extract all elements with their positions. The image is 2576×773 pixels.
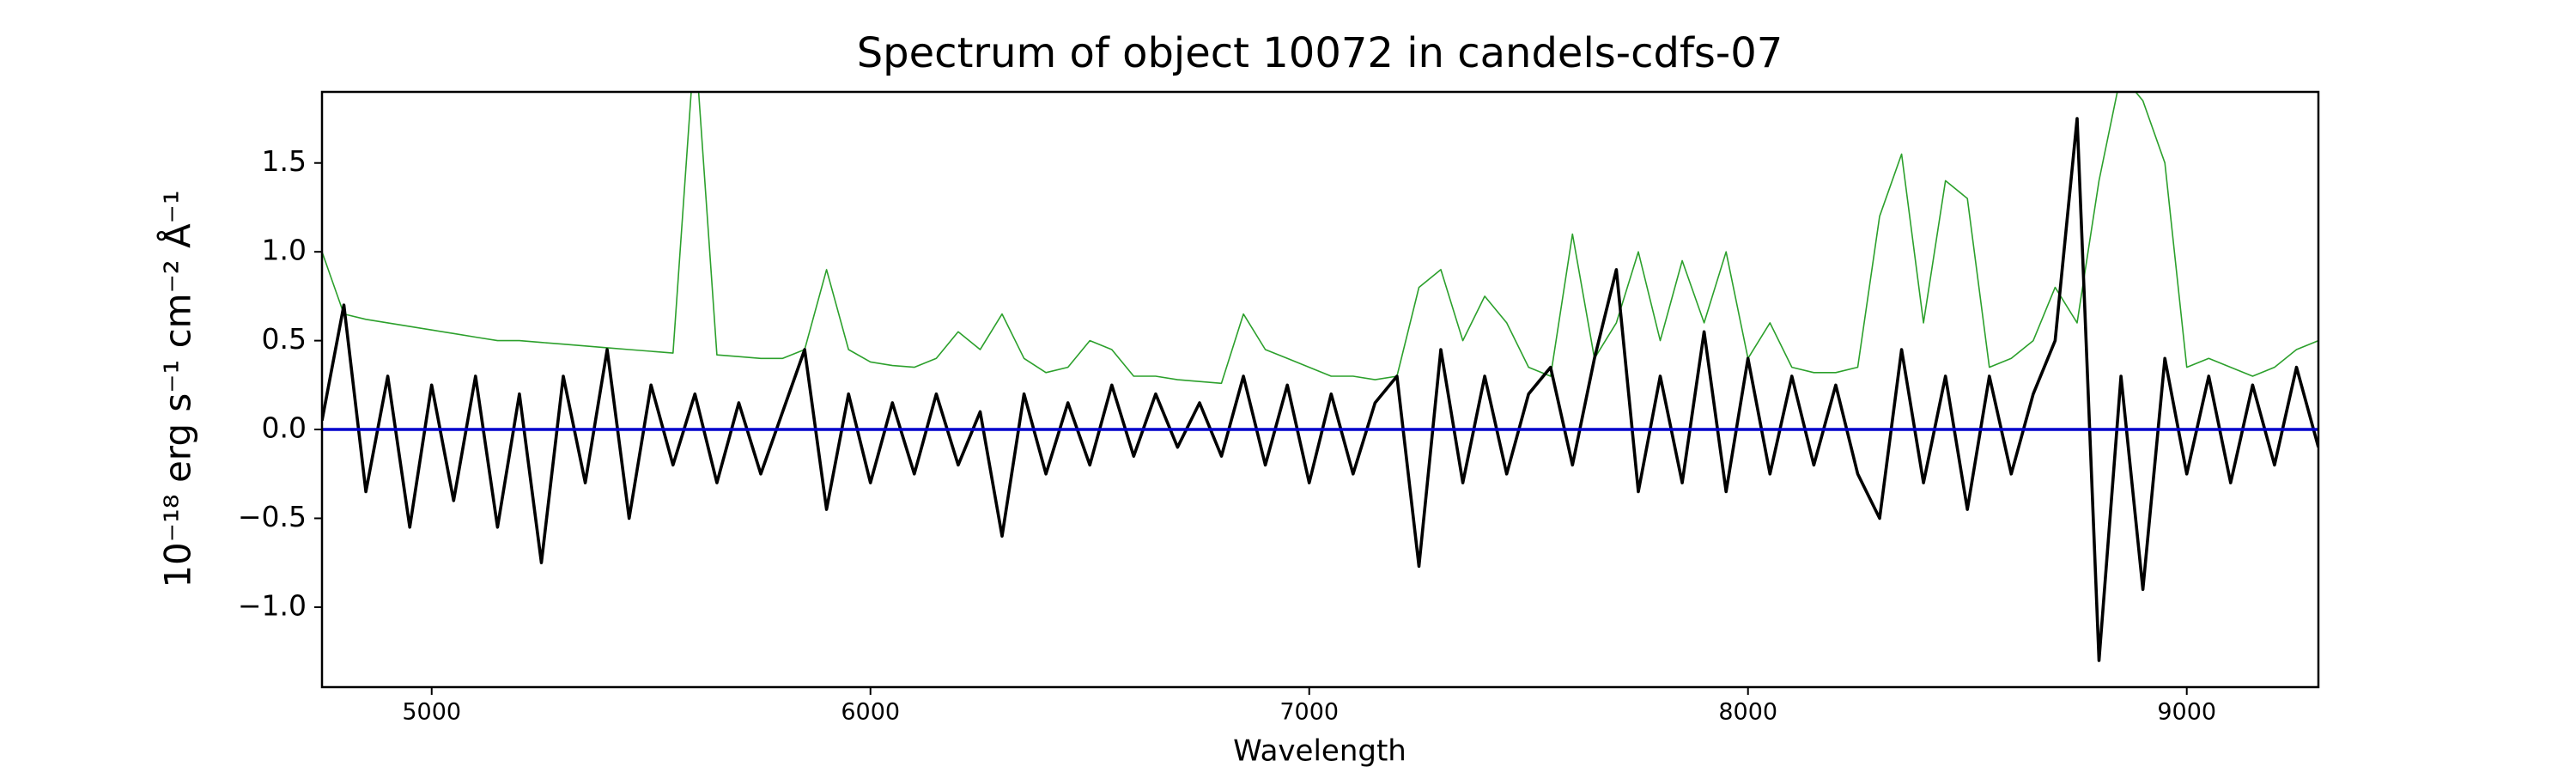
series-line (322, 117, 2318, 662)
y-tick-label: −0.5 (238, 500, 307, 533)
x-axis-label: Wavelength (1233, 734, 1406, 769)
x-tick-label: 7000 (1279, 699, 1339, 726)
y-tick-label: 1.5 (262, 144, 307, 178)
y-tick-label: 0.5 (262, 322, 307, 356)
x-tick-label: 8000 (1718, 699, 1777, 726)
plot-frame (320, 90, 2320, 689)
y-tick-label: 0.0 (262, 411, 307, 445)
x-tick-label: 9000 (2157, 699, 2216, 726)
y-tick-label: −1.0 (238, 588, 307, 622)
y-axis-label: 10⁻¹⁸ erg s⁻¹ cm⁻² Å⁻¹ (156, 190, 199, 587)
plot-area (322, 92, 2318, 662)
y-tick-label: 1.0 (262, 234, 307, 267)
x-tick-label: 6000 (841, 699, 900, 726)
series-line (322, 92, 2318, 385)
x-tick-label: 5000 (402, 699, 461, 726)
chart-title: Spectrum of object 10072 in candels-cdfs… (857, 29, 1783, 77)
